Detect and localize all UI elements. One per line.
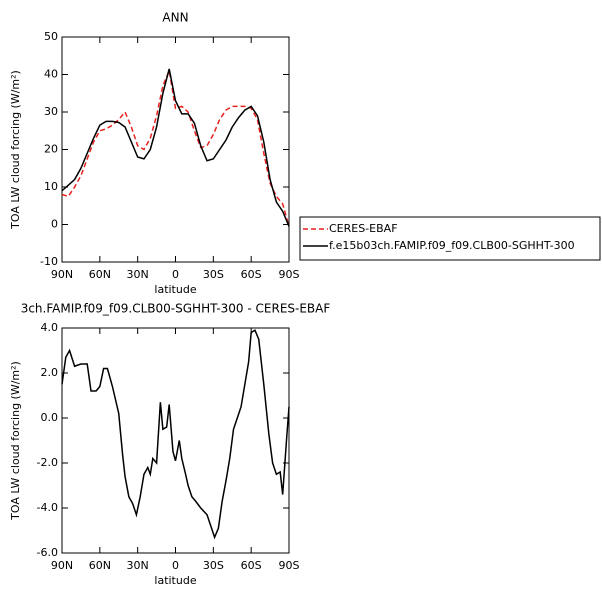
y-tick-label: -6.0 — [37, 546, 58, 559]
x-tick-label: 30N — [127, 559, 149, 572]
x-tick-label: 90S — [279, 559, 300, 572]
x-tick-label: 60N — [89, 559, 111, 572]
y-tick-label: 2.0 — [41, 366, 59, 379]
x-tick-label: 60S — [241, 268, 262, 281]
y-tick-label: -2.0 — [37, 456, 58, 469]
x-axis-label: latitude — [154, 283, 196, 296]
x-axis-label: latitude — [154, 574, 196, 587]
x-tick-label: 90N — [51, 268, 73, 281]
plot-frame — [61, 327, 290, 554]
x-tick-label: 90S — [279, 268, 300, 281]
y-tick-label: 0 — [51, 218, 58, 231]
plot-frame — [61, 36, 290, 263]
x-tick-label: 30S — [203, 559, 224, 572]
y-tick-label: 10 — [44, 180, 58, 193]
legend-label: f.e15b03ch.FAMIP.f09_f09.CLB00-SGHHT-300 — [329, 239, 575, 252]
y-tick-label: 50 — [44, 30, 58, 43]
y-tick-label: -4.0 — [37, 501, 58, 514]
legend-box — [299, 216, 601, 261]
y-tick-label: 30 — [44, 105, 58, 118]
y-tick-label: 20 — [44, 143, 58, 156]
series-line — [61, 329, 290, 540]
y-axis-label: TOA LW cloud forcing (W/m²) — [9, 70, 22, 230]
y-tick-label: 4.0 — [41, 321, 59, 334]
series-line — [61, 68, 290, 227]
x-tick-label: 60N — [89, 268, 111, 281]
y-axis-label: TOA LW cloud forcing (W/m²) — [9, 361, 22, 521]
x-tick-label: 0 — [172, 559, 179, 572]
chart-title: 3ch.FAMIP.f09_f09.CLB00-SGHHT-300 - CERE… — [21, 302, 331, 316]
x-tick-label: 30S — [203, 268, 224, 281]
chart-title: ANN — [162, 11, 188, 25]
x-tick-label: 30N — [127, 268, 149, 281]
x-tick-label: 0 — [172, 268, 179, 281]
x-tick-label: 60S — [241, 559, 262, 572]
series-line — [61, 68, 290, 227]
x-tick-label: 90N — [51, 559, 73, 572]
y-tick-label: 40 — [44, 68, 58, 81]
y-tick-label: 0.0 — [41, 411, 59, 424]
y-tick-label: -10 — [40, 255, 58, 268]
legend-label: CERES-EBAF — [329, 222, 398, 235]
